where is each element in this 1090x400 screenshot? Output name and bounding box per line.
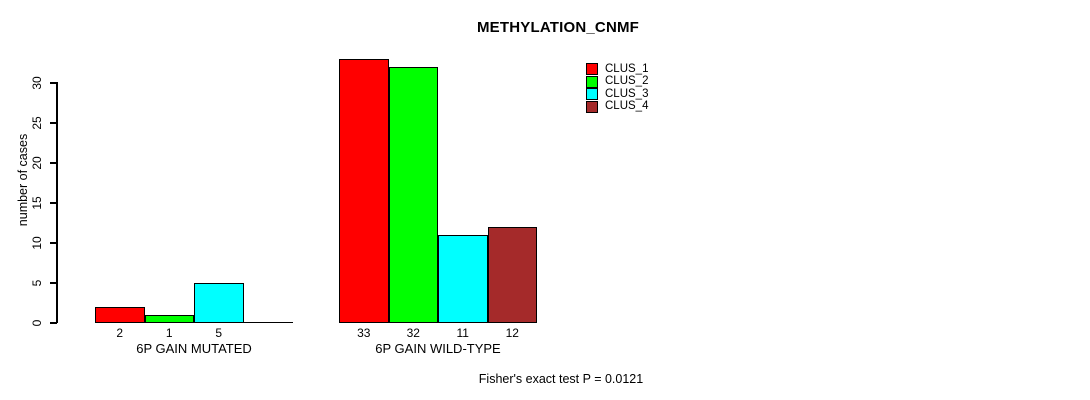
y-tick <box>50 82 57 84</box>
bar-value-label: 11 <box>456 326 469 340</box>
legend-item: CLUS_4 <box>586 100 649 114</box>
y-tick-label: 15 <box>30 196 44 210</box>
bar-value-label: 2 <box>116 326 124 340</box>
bar-clus_1-group2 <box>339 59 389 323</box>
legend-swatch-clus_2 <box>586 75 598 88</box>
legend: CLUS_1 CLUS_2 CLUS_3 CLUS_4 <box>586 63 648 113</box>
legend-swatch-clus_4 <box>586 100 598 113</box>
bar-value-label: 1 <box>165 326 173 340</box>
chart-title: METHYLATION_CNMF <box>476 19 640 36</box>
y-tick-label: 5 <box>30 279 44 287</box>
x-group-label: 6P GAIN WILD-TYPE <box>375 341 501 356</box>
y-tick <box>50 122 57 124</box>
y-tick-label: 10 <box>30 236 44 250</box>
y-tick <box>50 162 57 164</box>
legend-label: CLUS_2 <box>605 75 649 87</box>
bar-value-label: 5 <box>215 326 223 340</box>
bar-clus_3-group1 <box>194 283 244 323</box>
bar-clus_4-group1-zero <box>243 321 293 323</box>
bar-clus_2-group2 <box>388 67 438 323</box>
legend-swatch-clus_3 <box>586 88 598 101</box>
legend-item: CLUS_1 <box>586 63 648 76</box>
bar-clus_1-group1 <box>95 307 145 323</box>
y-tick <box>50 242 57 244</box>
bar-value-label: 12 <box>505 326 519 340</box>
legend-item: CLUS_2 <box>586 75 649 89</box>
legend-label: CLUS_1 <box>605 62 649 75</box>
y-tick-label: 30 <box>30 76 44 90</box>
y-tick <box>50 202 57 204</box>
bar-value-label: 32 <box>406 326 420 340</box>
legend-item: CLUS_3 <box>586 88 648 101</box>
bar-clus_2-group1 <box>144 315 194 323</box>
y-tick-label: 0 <box>30 319 44 327</box>
legend-label: CLUS_3 <box>605 87 649 100</box>
legend-label: CLUS_4 <box>605 100 649 112</box>
y-tick-label: 20 <box>30 156 44 170</box>
legend-swatch-clus_1 <box>586 63 598 76</box>
fisher-test-annotation: Fisher's exact test P = 0.0121 <box>478 372 644 386</box>
y-tick-label: 25 <box>30 116 44 130</box>
bar-value-label: 33 <box>357 326 371 340</box>
y-tick <box>50 322 57 324</box>
y-axis-label: number of cases <box>16 133 30 227</box>
bar-clus_4-group2 <box>487 227 537 323</box>
bar-clus_3-group2 <box>438 235 488 323</box>
y-tick <box>50 282 57 284</box>
x-group-label: 6P GAIN MUTATED <box>136 341 252 356</box>
